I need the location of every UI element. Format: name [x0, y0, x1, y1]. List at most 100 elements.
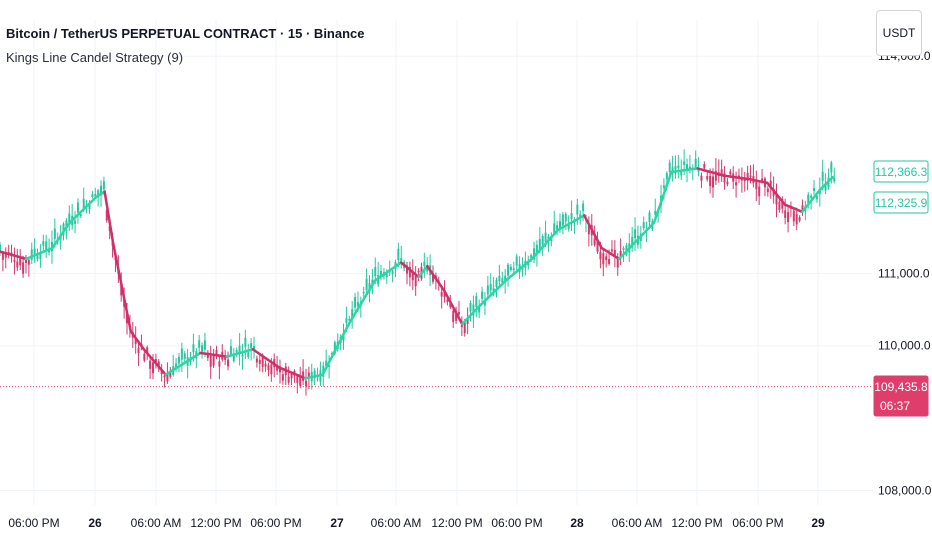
- candle-body: [538, 239, 541, 251]
- x-tick-label: 29: [811, 516, 825, 530]
- kings-line-segment: [478, 279, 508, 308]
- candle-body: [654, 210, 657, 215]
- candle-body: [711, 176, 714, 188]
- candle-body: [504, 275, 507, 282]
- candle-body: [665, 173, 668, 180]
- candle-body: [486, 285, 489, 295]
- kings-line-segment: [635, 221, 656, 243]
- candle-body: [795, 214, 798, 225]
- candle-body: [567, 224, 570, 229]
- y-tick-label: 108,000.0: [878, 484, 932, 498]
- x-tick-label: 27: [330, 516, 344, 530]
- candle-body: [333, 342, 336, 354]
- candle-body: [547, 236, 550, 241]
- candle-body: [824, 184, 827, 191]
- x-tick-label: 06:00 PM: [732, 516, 783, 530]
- candle-body: [683, 161, 686, 165]
- kings-line-segment: [460, 304, 481, 326]
- candle-body: [345, 318, 348, 323]
- chart-title: Bitcoin / TetherUS PERPETUAL CONTRACT · …: [6, 26, 365, 41]
- candle-series: [0, 149, 836, 396]
- kings-line-segment: [225, 348, 255, 358]
- candle-body: [411, 271, 414, 281]
- time-axis: 06:00 PM 26 06:00 AM 12:00 PM 06:00 PM 27 06:0…: [8, 516, 825, 530]
- currency-button[interactable]: USDT: [876, 10, 922, 56]
- candle-body: [151, 362, 154, 374]
- candle-body: [449, 303, 452, 308]
- kings-line-segment: [696, 167, 726, 177]
- candle-body: [686, 164, 689, 172]
- candle-body: [247, 352, 250, 357]
- candle-body: [642, 222, 645, 229]
- kings-line-segment: [181, 351, 202, 366]
- candle-body: [593, 238, 596, 245]
- candle-body: [775, 193, 778, 205]
- candle-body: [697, 168, 700, 172]
- kings-line-segment: [94, 190, 106, 199]
- candle-body: [53, 228, 56, 239]
- candle-body: [328, 365, 331, 368]
- kings-line-segment: [582, 214, 603, 250]
- candle-body: [258, 359, 261, 364]
- candle-body: [36, 255, 39, 259]
- kings-line-segment: [652, 170, 673, 224]
- candle-body: [215, 350, 218, 356]
- candle-body: [371, 279, 374, 285]
- candle-body: [709, 175, 712, 187]
- candle-body: [146, 347, 149, 354]
- x-tick-label: 06:00 PM: [8, 516, 59, 530]
- kings-line-segment: [766, 181, 787, 206]
- candle-body: [769, 180, 772, 189]
- x-tick-label: 06:00 AM: [131, 516, 182, 530]
- candle-body: [833, 178, 836, 182]
- candle-body: [281, 374, 284, 381]
- candle-body: [746, 172, 749, 181]
- kings-line-segment: [303, 373, 324, 380]
- candle-body: [559, 221, 562, 230]
- kings-line-segment: [112, 243, 133, 333]
- candle-body: [290, 373, 293, 379]
- kings-line-segment: [251, 348, 281, 369]
- candle-body: [406, 265, 409, 274]
- candle-body: [154, 359, 157, 363]
- candle-body: [313, 370, 316, 379]
- candle-body: [821, 171, 824, 181]
- candle-body: [255, 358, 258, 363]
- kings-line-segment: [722, 174, 752, 181]
- price-axis: 114,000.0111,000.0110,000.0108,000.0112,…: [873, 49, 932, 498]
- indicator-label[interactable]: Kings Line Candel Strategy (9): [6, 50, 184, 65]
- candle-body: [62, 223, 65, 235]
- candle-body: [224, 356, 227, 360]
- candle-body: [688, 166, 691, 170]
- candle-body: [631, 236, 634, 248]
- candle-body: [74, 220, 77, 224]
- candle-body: [807, 194, 810, 203]
- x-tick-label: 26: [88, 516, 102, 530]
- candle-body: [417, 270, 420, 273]
- candle-body: [1, 253, 4, 260]
- kings-line-segment: [129, 330, 146, 351]
- candle-body: [304, 380, 307, 387]
- kings-line-segment: [142, 348, 167, 376]
- candle-body: [792, 210, 795, 222]
- candle-body: [784, 210, 787, 219]
- candle-body: [755, 181, 758, 190]
- candle-body: [250, 342, 253, 349]
- kings-line-segment: [426, 264, 446, 293]
- candle-body: [356, 302, 359, 307]
- candle-body: [610, 249, 613, 252]
- kings-line-segment: [164, 362, 185, 376]
- candle-body: [533, 248, 536, 260]
- kings-line-segment: [748, 178, 769, 185]
- candle-body: [169, 373, 172, 377]
- kings-line-segment: [51, 221, 72, 250]
- candle-body: [541, 235, 544, 245]
- candle-body: [253, 346, 256, 349]
- candle-body: [68, 213, 71, 224]
- candle-body: [749, 175, 752, 178]
- candle-body: [662, 185, 665, 188]
- candle-body: [79, 214, 82, 217]
- candle-body: [515, 256, 518, 266]
- kings-line-segment: [800, 188, 821, 214]
